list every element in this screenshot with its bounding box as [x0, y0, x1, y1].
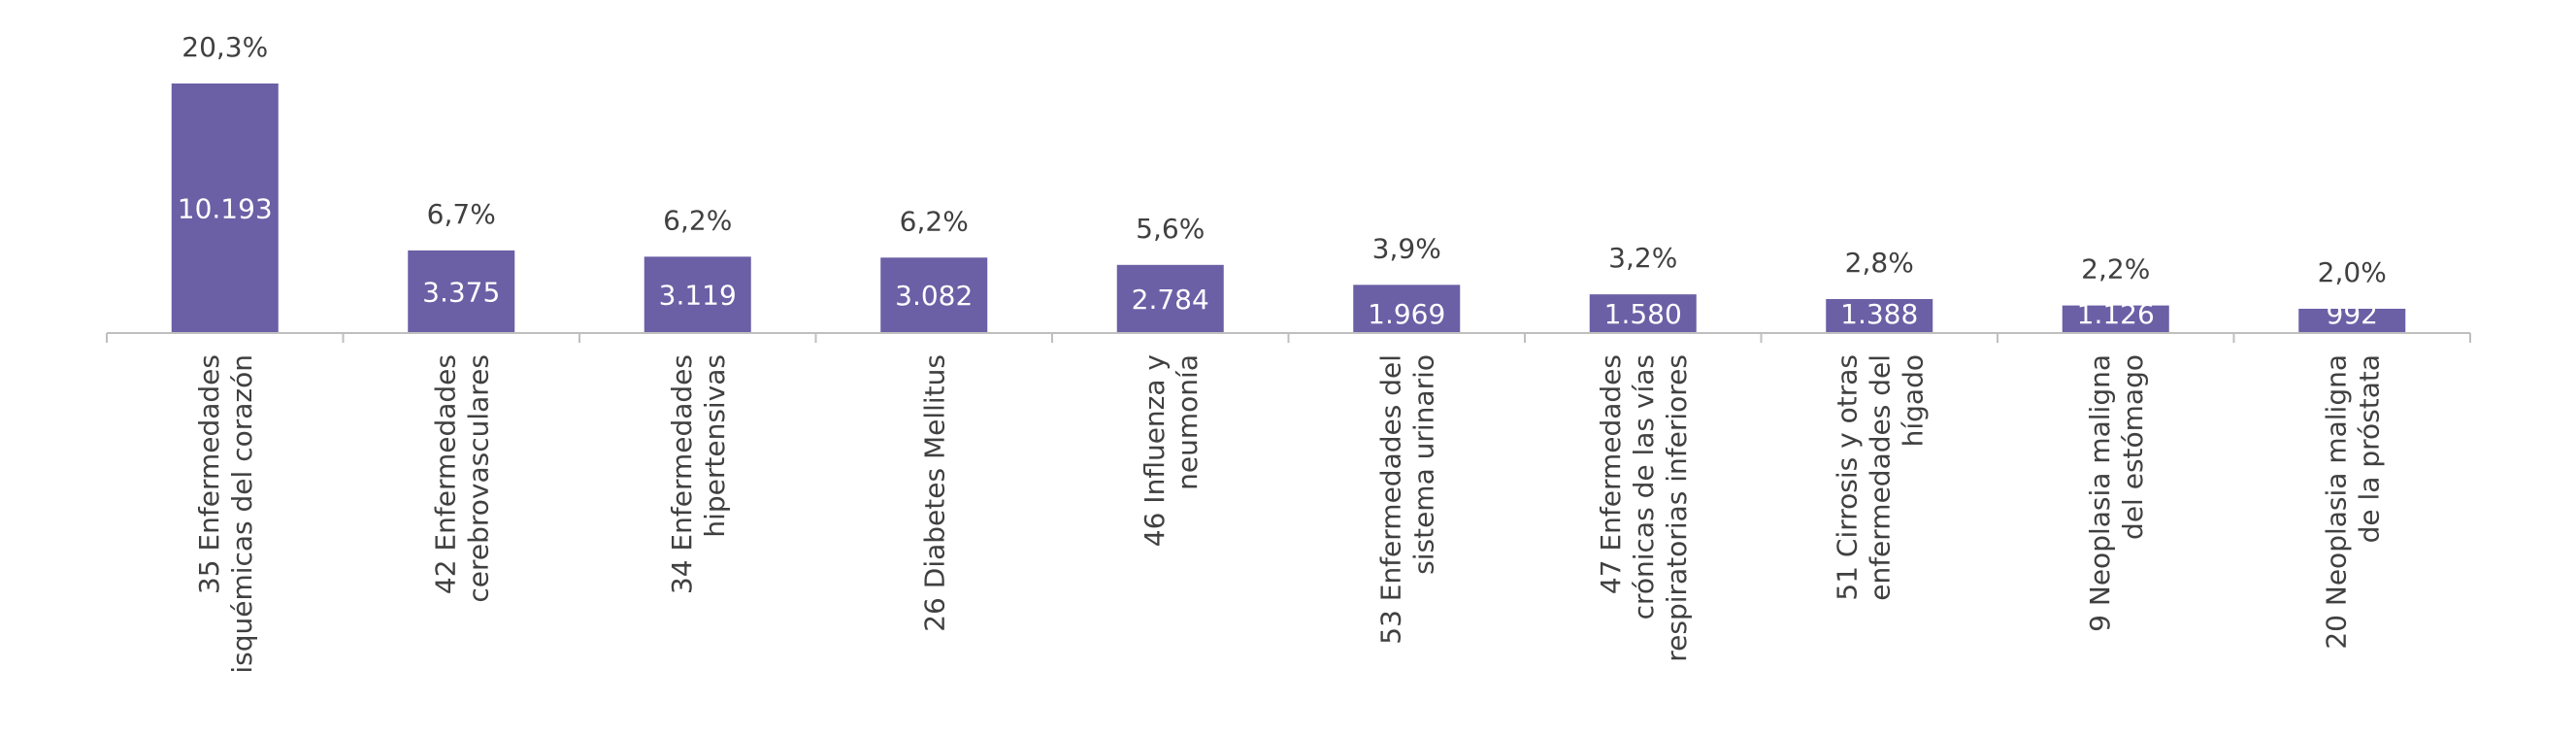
bar: [1116, 264, 1224, 333]
bars-layer: [171, 84, 2406, 333]
category-label-line: 9 Neoplasia maligna: [2084, 354, 2116, 632]
category-label: 9 Neoplasia maligna del estómago: [2084, 354, 2149, 632]
percent-label: 2,0%: [2318, 256, 2387, 288]
category-label-line: 34 Enfermedades: [666, 354, 698, 594]
bar-value-label: 992: [2327, 298, 2378, 330]
labels-layer: 10.193 20,3% 35 Enfermedades isquémicas del…: [178, 31, 2387, 674]
category-label: 35 Enfermedades isquémicas del corazón: [193, 354, 258, 674]
category-label: 51 Cirrosis y otras enfermedades del hígad…: [1831, 354, 1929, 601]
percent-label: 3,9%: [1372, 232, 1441, 264]
category-label-line: neumonía: [1172, 354, 1204, 490]
percent-label: 2,2%: [2081, 253, 2150, 285]
percent-label: 2,8%: [1845, 247, 1914, 279]
category-label: 46 Influenza y neumonía: [1139, 354, 1204, 547]
category-label-line: 51 Cirrosis y otras: [1831, 354, 1863, 601]
category-label-line: crónicas de las vías: [1628, 354, 1660, 619]
category-label-line: 35 Enfermedades: [193, 354, 225, 594]
percent-label: 6,2%: [900, 205, 969, 237]
category-label-line: 47 Enfermedades: [1595, 354, 1627, 594]
category-label: 26 Diabetes Mellitus: [918, 354, 950, 632]
percent-label: 6,2%: [663, 204, 732, 236]
bar-value-label: 3.375: [422, 276, 500, 308]
bar: [2298, 308, 2406, 333]
category-label-line: del estómago: [2117, 354, 2149, 540]
bar: [1589, 294, 1697, 333]
category-label: 42 Enfermedades cerebrovasculares: [429, 354, 494, 603]
category-label-line: 53 Enfermedades del: [1374, 354, 1406, 645]
category-label-line: sistema urinario: [1407, 354, 1439, 575]
bar: [1353, 284, 1461, 333]
bar: [171, 84, 279, 333]
category-label: 34 Enfermedades hipertensivas: [666, 354, 731, 594]
category-label: 20 Neoplasia maligna de la próstata: [2320, 354, 2385, 650]
category-label: 47 Enfermedades crónicas de las vías respi…: [1595, 354, 1693, 662]
category-label-line: 46 Influenza y: [1139, 354, 1171, 547]
category-label-line: hígado: [1897, 354, 1929, 447]
category-label-line: respiratorias inferiores: [1661, 354, 1693, 662]
category-label-line: hipertensivas: [699, 354, 731, 538]
bar-value-label: 3.119: [659, 280, 737, 312]
percent-label: 5,6%: [1136, 213, 1205, 245]
category-label-line: de la próstata: [2353, 354, 2385, 543]
percent-label: 20,3%: [182, 31, 268, 63]
category-label-line: 42 Enfermedades: [429, 354, 461, 594]
category-label-line: 20 Neoplasia maligna: [2320, 354, 2352, 650]
x-axis: [106, 332, 2471, 343]
bar-value-label: 10.193: [178, 193, 273, 225]
bar: [880, 257, 988, 333]
bar-value-label: 1.126: [2077, 298, 2155, 330]
category-label: 53 Enfermedades del sistema urinario: [1374, 354, 1439, 645]
bar-value-label: 3.082: [895, 280, 973, 312]
bar: [1826, 299, 1933, 333]
bar: [2062, 305, 2169, 333]
bar-value-label: 1.580: [1604, 298, 1682, 330]
bar-value-label: 1.969: [1368, 298, 1445, 330]
bar-value-label: 2.784: [1132, 284, 1209, 316]
category-label-line: cerebrovasculares: [462, 354, 494, 603]
bar-value-label: 1.388: [1840, 298, 1918, 330]
percent-label: 6,7%: [427, 198, 496, 230]
category-label-line: isquémicas del corazón: [226, 354, 258, 674]
category-label-line: 26 Diabetes Mellitus: [918, 354, 950, 632]
category-label-line: enfermedades del: [1864, 354, 1896, 601]
bar: [644, 256, 751, 333]
percent-label: 3,2%: [1608, 242, 1677, 274]
bar: [408, 250, 515, 333]
